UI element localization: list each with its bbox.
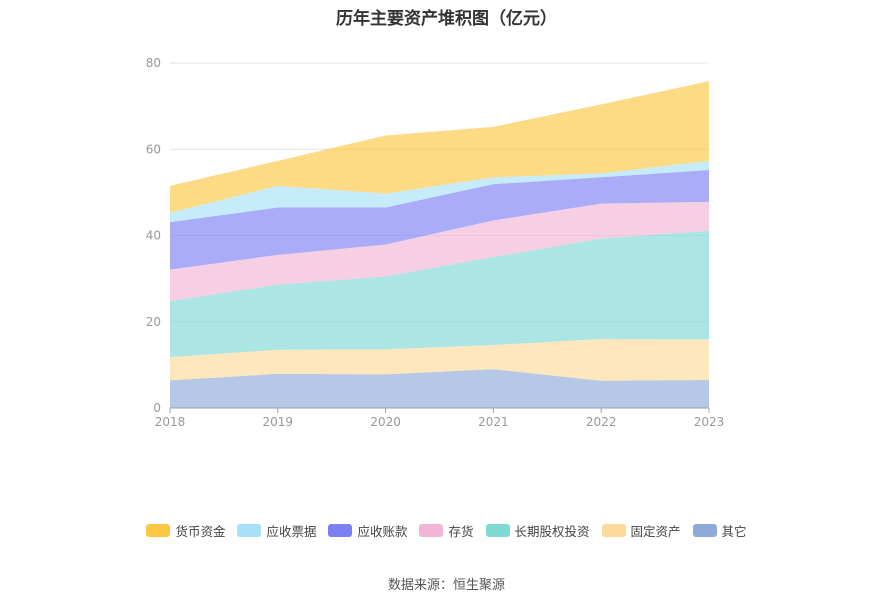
legend-swatch	[237, 524, 262, 537]
legend-item[interactable]: 固定资产	[601, 521, 681, 540]
legend-label: 应收账款	[357, 524, 408, 539]
area-series-6	[170, 81, 709, 213]
x-tick-label: 2018	[155, 415, 186, 429]
area-series-0	[170, 369, 709, 408]
legend-label: 应收票据	[266, 524, 317, 539]
y-tick-label: 20	[146, 315, 161, 329]
legend-swatch	[692, 524, 717, 537]
x-tick-label: 2022	[586, 415, 617, 429]
y-tick-label: 40	[146, 229, 161, 243]
legend-item[interactable]: 应收票据	[237, 521, 316, 540]
area-series-3	[170, 201, 709, 302]
legend-swatch	[328, 524, 353, 537]
legend-item[interactable]: 货币资金	[146, 521, 225, 540]
area-series-2	[170, 230, 709, 358]
legend-swatch	[146, 524, 171, 537]
legend-label: 长期股权投资	[514, 524, 590, 539]
x-tick-label: 2023	[694, 415, 725, 429]
y-tick-label: 60	[146, 142, 161, 156]
x-tick-label: 2019	[263, 415, 294, 429]
legend-label: 固定资产	[630, 524, 681, 539]
y-tick-label: 80	[146, 56, 161, 70]
data-source-note: 数据来源：恒生聚源	[387, 578, 505, 593]
legend-item[interactable]: 长期股权投资	[485, 521, 590, 540]
chart-legend: 货币资金 应收票据 应收账款 存货 长期股权投资 固定资产 其它	[0, 521, 893, 540]
legend-label: 存货	[448, 524, 474, 539]
y-tick-label: 0	[153, 401, 161, 415]
legend-item[interactable]: 其它	[692, 521, 747, 540]
legend-label: 货币资金	[175, 524, 226, 539]
legend-swatch	[419, 524, 444, 537]
x-tick-label: 2021	[478, 415, 509, 429]
area-series-5	[170, 160, 709, 223]
legend-item[interactable]: 存货	[419, 521, 474, 540]
chart-title: 历年主要资产堆积图（亿元）	[336, 9, 557, 29]
legend-swatch	[485, 524, 510, 537]
area-series-4	[170, 169, 709, 270]
area-series-1	[170, 339, 709, 381]
legend-swatch	[601, 524, 626, 537]
legend-item[interactable]: 应收账款	[328, 521, 407, 540]
x-tick-label: 2020	[370, 415, 401, 429]
legend-label: 其它	[721, 524, 747, 539]
